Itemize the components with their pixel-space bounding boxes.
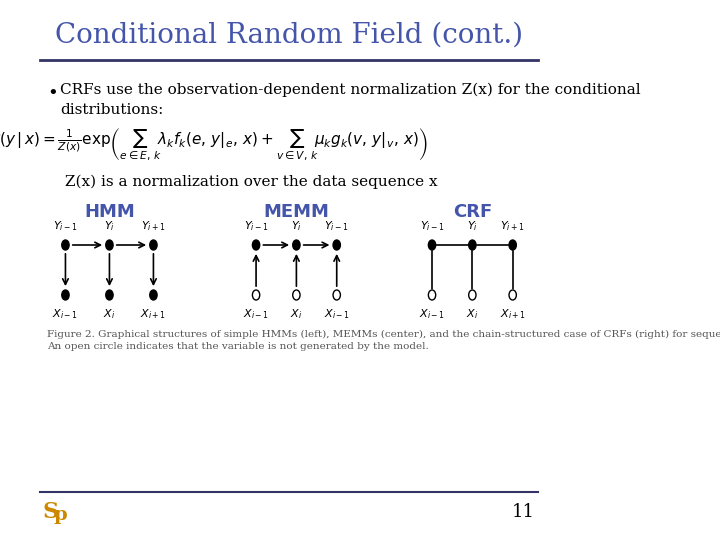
Text: $X_{i-1}$: $X_{i-1}$ — [53, 307, 78, 321]
Text: $X_{i+1}$: $X_{i+1}$ — [500, 307, 526, 321]
Text: $Y_{i+1}$: $Y_{i+1}$ — [500, 219, 525, 233]
Text: $Y_{i-1}$: $Y_{i-1}$ — [420, 219, 444, 233]
Circle shape — [469, 290, 476, 300]
Text: $Y_i$: $Y_i$ — [467, 219, 478, 233]
Text: $Y_i$: $Y_i$ — [104, 219, 115, 233]
Text: $X_{i+1}$: $X_{i+1}$ — [140, 307, 166, 321]
Circle shape — [150, 290, 157, 300]
Circle shape — [293, 290, 300, 300]
Circle shape — [509, 290, 516, 300]
Circle shape — [333, 240, 341, 250]
Circle shape — [150, 240, 157, 250]
Text: •: • — [47, 85, 58, 103]
Text: Conditional Random Field (cont.): Conditional Random Field (cont.) — [55, 22, 523, 49]
Text: Z(x) is a normalization over the data sequence x: Z(x) is a normalization over the data se… — [66, 175, 438, 189]
Circle shape — [106, 290, 113, 300]
Text: S: S — [42, 501, 59, 523]
Circle shape — [293, 240, 300, 250]
Circle shape — [428, 290, 436, 300]
Text: 11: 11 — [512, 503, 535, 521]
Text: $Y_{i-1}$: $Y_{i-1}$ — [324, 219, 349, 233]
Circle shape — [469, 240, 476, 250]
Text: $Y_{i-1}$: $Y_{i-1}$ — [53, 219, 78, 233]
Text: $Y_{i-1}$: $Y_{i-1}$ — [243, 219, 269, 233]
Text: $P(y\,|\,x) = \frac{1}{Z(x)}\exp\!\left(\sum_{e \in E,\,k}\!\lambda_k f_k(e,\,y|: $P(y\,|\,x) = \frac{1}{Z(x)}\exp\!\left(… — [0, 127, 427, 163]
Text: Figure 2. Graphical structures of simple HMMs (left), MEMMs (center), and the ch: Figure 2. Graphical structures of simple… — [47, 330, 720, 351]
Text: $X_{i-1}$: $X_{i-1}$ — [324, 307, 350, 321]
Text: CRFs use the observation-dependent normalization Z(x) for the conditional
distri: CRFs use the observation-dependent norma… — [60, 83, 641, 117]
Text: $X_i$: $X_i$ — [467, 307, 479, 321]
Text: $X_{i-1}$: $X_{i-1}$ — [419, 307, 445, 321]
Circle shape — [253, 240, 260, 250]
Text: $Y_i$: $Y_i$ — [291, 219, 302, 233]
Circle shape — [106, 240, 113, 250]
Circle shape — [509, 240, 516, 250]
Circle shape — [333, 290, 341, 300]
Circle shape — [62, 240, 69, 250]
Text: HMM: HMM — [84, 203, 135, 221]
Circle shape — [62, 290, 69, 300]
Circle shape — [253, 290, 260, 300]
Text: p: p — [53, 506, 67, 524]
Text: $Y_{i+1}$: $Y_{i+1}$ — [141, 219, 166, 233]
Text: $X_i$: $X_i$ — [290, 307, 302, 321]
Text: $X_{i-1}$: $X_{i-1}$ — [243, 307, 269, 321]
Text: $X_i$: $X_i$ — [104, 307, 115, 321]
Text: CRF: CRF — [453, 203, 492, 221]
Circle shape — [428, 240, 436, 250]
Text: MEMM: MEMM — [264, 203, 329, 221]
